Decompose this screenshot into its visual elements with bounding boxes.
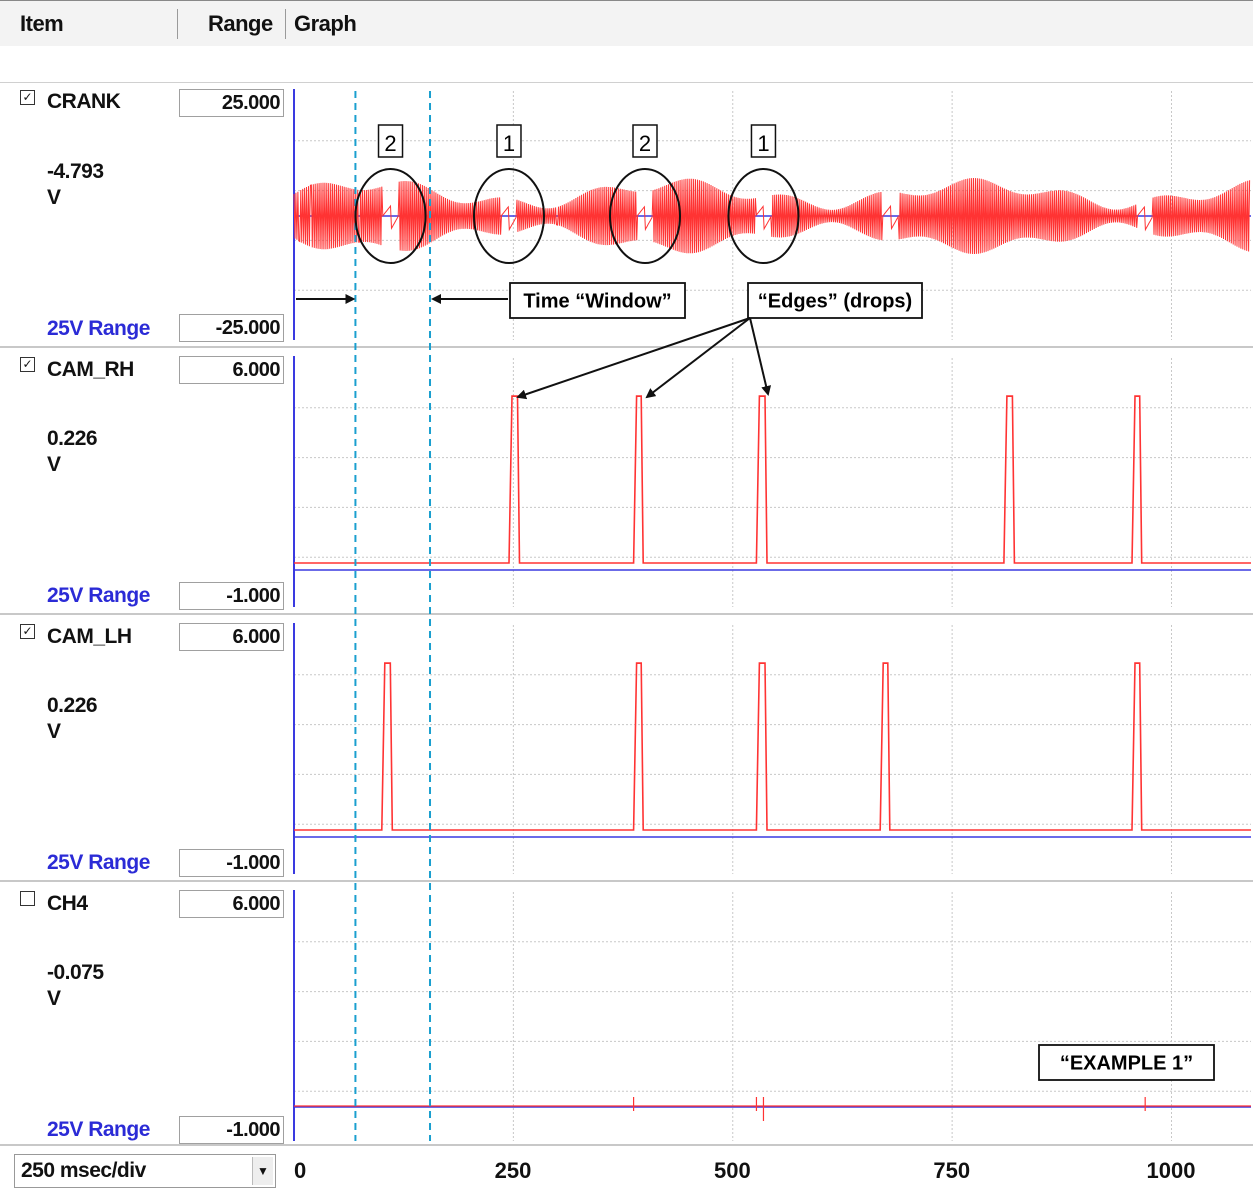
column-header-bar: Item Range Graph xyxy=(0,0,1253,47)
time-window-callout-label: Time “Window” xyxy=(523,291,671,313)
range-selector-link[interactable]: 25V Range xyxy=(47,317,150,340)
channel-name: CH4 xyxy=(47,892,88,915)
crank-series-line xyxy=(293,177,1251,255)
timebase-value: 250 msec/div xyxy=(21,1159,146,1182)
range-min-input[interactable]: -1.000 xyxy=(179,849,284,877)
cam-lh-pulse xyxy=(759,663,765,664)
range-max-input[interactable]: 6.000 xyxy=(179,890,284,918)
edge-arrow xyxy=(516,317,751,400)
column-divider[interactable] xyxy=(285,9,286,39)
gap-number-label: 2 xyxy=(639,131,651,156)
gap-highlight-ellipse xyxy=(354,168,427,264)
time-window-callout-box xyxy=(509,282,686,319)
range-max-input[interactable]: 6.000 xyxy=(179,623,284,651)
channel-unit: V xyxy=(47,987,62,1010)
example-callout-box xyxy=(1038,1044,1215,1081)
channel-name: CAM_LH xyxy=(47,625,132,648)
item-column-header[interactable]: Item xyxy=(20,11,64,36)
cam-rh-pulse xyxy=(1135,396,1140,397)
edges-callout-label: “Edges” (drops) xyxy=(758,291,912,313)
range-selector-link[interactable]: 25V Range xyxy=(47,851,150,874)
edge-arrow xyxy=(645,317,751,399)
channel-checkbox[interactable]: ✓ xyxy=(20,624,35,639)
x-tick-label: 0 xyxy=(294,1158,307,1183)
gap-number-box xyxy=(496,124,522,158)
channel-unit: V xyxy=(47,720,62,743)
channel-reading: -4.793 xyxy=(47,160,104,183)
gap-number-box xyxy=(750,124,777,158)
channel-checkbox[interactable]: ✓ xyxy=(20,357,35,372)
x-tick-label: 500 xyxy=(714,1158,751,1183)
cam-lh-pulse xyxy=(384,663,391,664)
channel-checkbox[interactable]: ✓ xyxy=(20,90,35,105)
channel-reading: 0.226 xyxy=(47,694,98,717)
gap-highlight-ellipse xyxy=(472,168,545,264)
gap-highlight-ellipse xyxy=(609,168,681,264)
toolbar-strip xyxy=(0,46,1253,83)
range-selector-link[interactable]: 25V Range xyxy=(47,1118,150,1141)
cam-rh-series-line xyxy=(294,395,1251,564)
channel-name: CAM_RH xyxy=(47,358,134,381)
range-selector-link[interactable]: 25V Range xyxy=(47,584,150,607)
panel-divider xyxy=(0,1144,1253,1146)
gap-number-box xyxy=(632,124,658,158)
gap-number-label: 1 xyxy=(503,131,515,156)
cam-rh-pulse xyxy=(759,396,765,397)
range-min-input[interactable]: -25.000 xyxy=(179,314,284,342)
x-tick-label: 1000 xyxy=(1146,1158,1196,1183)
range-max-input[interactable]: 6.000 xyxy=(179,356,284,384)
range-column-header[interactable]: Range xyxy=(208,11,273,36)
x-tick-label: 750 xyxy=(933,1158,971,1183)
cam-lh-pulse xyxy=(636,663,642,664)
channel-unit: V xyxy=(47,453,62,476)
panel-divider xyxy=(0,346,1253,348)
range-max-input[interactable]: 25.000 xyxy=(179,89,284,117)
range-min-input[interactable]: -1.000 xyxy=(179,1116,284,1144)
edge-arrow xyxy=(749,317,772,396)
panel-divider xyxy=(0,613,1253,615)
cam-rh-pulse xyxy=(511,396,518,397)
channel-unit: V xyxy=(47,186,62,209)
gap-number-box xyxy=(377,124,404,158)
timebase-select[interactable]: 250 msec/div ▼ xyxy=(14,1154,276,1188)
channel-reading: -0.075 xyxy=(47,961,104,984)
example-callout-label: “EXAMPLE 1” xyxy=(1060,1053,1193,1075)
range-min-input[interactable]: -1.000 xyxy=(179,582,284,610)
cam-lh-series-line xyxy=(294,662,1251,831)
column-divider[interactable] xyxy=(177,9,178,39)
x-tick-label: 250 xyxy=(494,1158,532,1183)
gap-number-label: 2 xyxy=(384,131,396,156)
cam-lh-pulse xyxy=(1135,663,1140,664)
gap-number-label: 1 xyxy=(757,131,769,156)
panel-divider xyxy=(0,880,1253,882)
cam-rh-pulse xyxy=(636,396,642,397)
channel-reading: 0.226 xyxy=(47,427,98,450)
cam-rh-pulse xyxy=(1006,396,1013,397)
edges-callout-box xyxy=(747,282,923,319)
channel-name: CRANK xyxy=(47,90,121,113)
graph-column-header[interactable]: Graph xyxy=(294,11,357,36)
channel-checkbox[interactable] xyxy=(20,891,35,906)
chevron-down-icon[interactable]: ▼ xyxy=(252,1157,273,1185)
gap-highlight-ellipse xyxy=(727,168,800,264)
cam-lh-pulse xyxy=(883,663,888,664)
